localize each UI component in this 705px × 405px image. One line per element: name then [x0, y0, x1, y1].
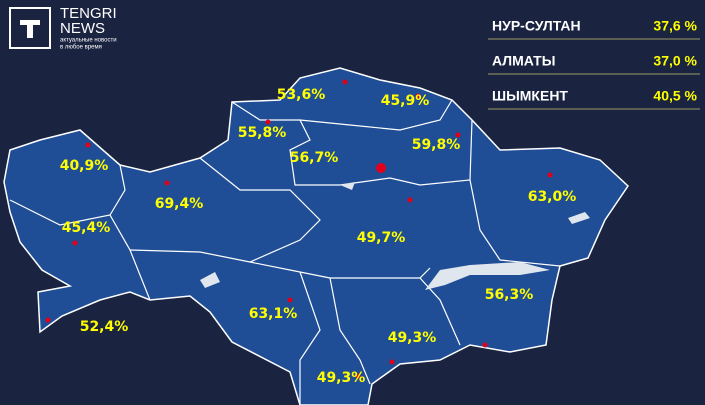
- city-dot: [415, 93, 421, 99]
- logo-box: [9, 7, 51, 49]
- region-label: 59,8%: [412, 137, 461, 153]
- capital-dot: [376, 163, 386, 173]
- city-dot: [287, 297, 293, 303]
- city-dot: [72, 240, 78, 246]
- logo-name: TENGRI: [60, 5, 117, 22]
- city-name: АЛМАТЫ: [492, 53, 555, 69]
- region-label: 53,6%: [277, 87, 326, 103]
- city-dot: [45, 317, 51, 323]
- lake: [568, 212, 590, 224]
- city-name: НУР-СУЛТАН: [492, 18, 581, 34]
- logo-tagline: в любое время: [60, 45, 102, 51]
- region-label: 63,1%: [249, 306, 298, 322]
- city-dot: [342, 79, 348, 85]
- region-label: 45,4%: [62, 220, 111, 236]
- region-label: 56,7%: [290, 150, 339, 166]
- city-dot: [355, 373, 361, 379]
- city-dot: [547, 172, 553, 178]
- region-label: 63,0%: [528, 189, 577, 205]
- logo-name: NEWS: [60, 20, 105, 37]
- region-label: 69,4%: [155, 196, 204, 212]
- city-value: 37,6 %: [653, 18, 697, 34]
- region-label: 55,8%: [238, 125, 287, 141]
- city-value: 37,0 %: [653, 53, 697, 69]
- city-dot: [455, 132, 461, 138]
- region-label: 45,9%: [381, 93, 430, 109]
- country-shape: [3, 67, 629, 405]
- region-label: 49,7%: [357, 230, 406, 246]
- lake: [425, 262, 550, 290]
- city-dot: [482, 342, 488, 348]
- logo-tagline: актуальные новости: [60, 38, 117, 44]
- city-dot: [164, 180, 170, 186]
- logo-mark: [20, 20, 40, 38]
- city-name: ШЫМКЕНТ: [492, 88, 568, 104]
- city-dot: [265, 119, 271, 125]
- region-label: 40,9%: [60, 158, 109, 174]
- city-dot: [85, 142, 91, 148]
- logo: TENGRI NEWS актуальные новости в любое в…: [9, 5, 117, 51]
- city-value: 40,5 %: [653, 88, 697, 104]
- city-dot: [389, 359, 395, 365]
- region-label: 49,3%: [388, 330, 437, 346]
- region-label: 56,3%: [485, 287, 534, 303]
- lake: [340, 182, 355, 190]
- lake: [200, 272, 220, 288]
- region-borders: [9, 99, 561, 405]
- region-label: 52,4%: [80, 319, 129, 335]
- city-dot: [407, 197, 413, 203]
- region-label: 49,3%: [317, 370, 366, 386]
